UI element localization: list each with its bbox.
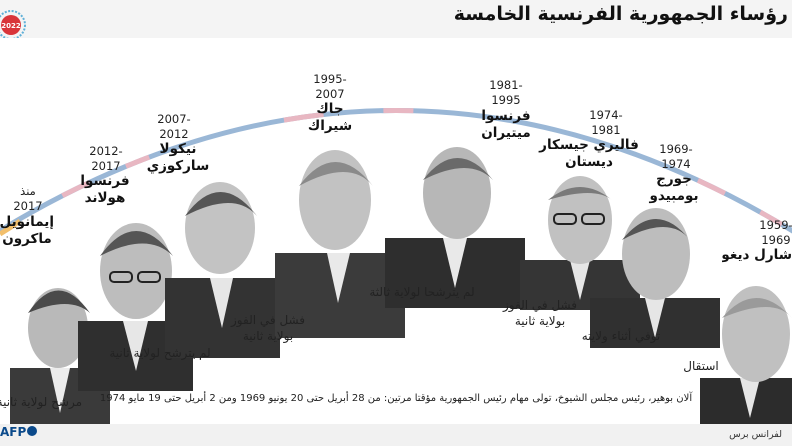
portrait-pompidou [590, 208, 720, 348]
afp-logo: AFP [0, 425, 38, 439]
name-pompidou: جورج بومبيدو [649, 171, 699, 204]
afp-logo-dot-icon [27, 426, 38, 436]
afp-logo-text: AFP [0, 425, 27, 439]
footer-bar [0, 424, 792, 446]
years-pompidou: 1969- 1974 [659, 142, 693, 171]
note-hollande: لم يترشح لولاية ثانية [109, 346, 211, 360]
years-macron: منذ 2017 [13, 184, 43, 213]
name-mitterrand: فرنسوا ميتيران [481, 108, 531, 141]
anniversary-badge: 2022 [0, 10, 30, 40]
portrait-chirac [275, 150, 405, 338]
timeline-panel: منذ 2017 إيمانويل ماكرون مرشح لولاية ثانية… [0, 38, 792, 424]
name-chirac: جاك شيراك [307, 101, 353, 134]
years-chirac: 1995- 2007 [313, 72, 347, 101]
name-giscard: فاليري جيسكار ديستان [539, 137, 639, 170]
note-macron: مرشح لولاية ثانية [0, 395, 82, 409]
name-hollande: فرنسوا هولاند [80, 173, 130, 206]
portrait-giscard [520, 176, 640, 310]
credit-text: لفرانس برس [729, 429, 782, 440]
note-mitterrand-chirac: لم يترشحا لولاية ثالثة [369, 285, 475, 299]
note-de-gaulle: استقال [683, 359, 719, 373]
portrait-mitterrand [385, 147, 525, 308]
years-sarkozy: 2007- 2012 [157, 112, 191, 141]
header-bar [0, 0, 792, 38]
portrait-sarkozy [165, 182, 280, 358]
svg-text:2022: 2022 [1, 22, 21, 30]
note-pompidou: توفي أثناء ولايته [581, 329, 661, 343]
badge-icon: 2022 [0, 10, 26, 40]
years-mitterrand: 1981- 1995 [489, 78, 523, 107]
note-sarkozy: فشل في الفوز بولاية ثانية [231, 313, 305, 343]
years-hollande: 2012- 2017 [89, 144, 123, 173]
footnote: آلان بوهير، رئيس مجلس الشيوخ، تولى مهام … [99, 393, 693, 404]
years-giscard: 1974- 1981 [589, 108, 623, 137]
name-sarkozy: نيكولا ساركوزي [146, 141, 210, 174]
portrait-de-gaulle [700, 286, 792, 424]
page-title: رؤساء الجمهورية الفرنسية الخامسة [453, 3, 788, 25]
years-de-gaulle: 1959- 1969 [759, 218, 792, 247]
name-macron: إيمانويل ماكرون [0, 214, 54, 247]
note-giscard: فشل في الفوز بولاية ثانية [503, 298, 577, 328]
name-de-gaulle: شارل ديغول [722, 247, 792, 263]
timeline-arc [0, 108, 792, 237]
